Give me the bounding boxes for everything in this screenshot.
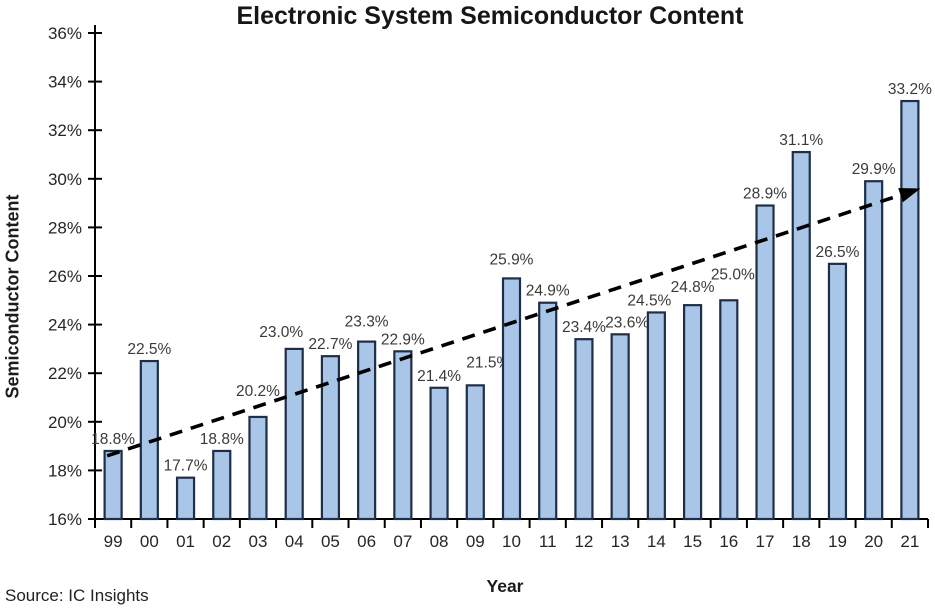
bar-value-label: 24.9% — [526, 283, 570, 300]
x-tick-label: 05 — [321, 532, 340, 551]
y-tick-label: 24% — [48, 316, 82, 335]
y-tick-label: 20% — [48, 413, 82, 432]
bar — [393, 350, 413, 521]
bar-value-label: 23.6% — [605, 314, 649, 331]
x-tick-label: 20 — [864, 532, 883, 551]
bar-value-label: 25.9% — [490, 251, 534, 268]
bar — [284, 347, 304, 521]
bar — [682, 304, 703, 521]
x-tick-label: 08 — [430, 532, 449, 551]
x-tick-label: 00 — [140, 532, 159, 551]
y-tick-label: 32% — [48, 121, 82, 140]
bar-value-label: 23.3% — [345, 314, 389, 331]
x-tick-label: 16 — [719, 532, 738, 551]
bar-value-label: 31.1% — [779, 132, 823, 149]
y-axis-title: Semiconductor Content — [2, 194, 23, 399]
bar-value-label: 20.2% — [236, 383, 280, 400]
bar-value-label: 17.7% — [164, 458, 208, 475]
y-tick-label: 34% — [48, 73, 82, 92]
bar — [900, 99, 920, 521]
bar — [574, 338, 594, 521]
bar-value-label: 18.8% — [91, 431, 135, 448]
bar-value-label: 21.5% — [466, 354, 510, 371]
bar-value-label: 25.0% — [711, 266, 755, 283]
trendline — [106, 187, 921, 458]
bar — [248, 415, 268, 521]
x-tick-label: 10 — [502, 532, 521, 551]
bar-value-label: 33.2% — [888, 81, 932, 98]
bar — [646, 311, 666, 521]
bar-value-label: 22.9% — [381, 331, 425, 348]
x-tick-label: 12 — [574, 532, 593, 551]
bar-value-label: 26.5% — [815, 244, 859, 261]
x-tick-label: 21 — [900, 532, 919, 551]
y-tick-label: 36% — [48, 24, 82, 43]
bar-value-label: 29.9% — [852, 161, 896, 178]
y-tick-label: 16% — [48, 510, 82, 529]
y-tick-label: 30% — [48, 170, 82, 189]
bar — [610, 333, 630, 521]
x-tick-label: 01 — [176, 532, 195, 551]
x-tick-label: 04 — [285, 532, 304, 551]
bar-value-label: 24.8% — [671, 279, 715, 296]
bar — [827, 262, 848, 521]
bar — [212, 449, 232, 521]
x-tick-label: 02 — [212, 532, 231, 551]
y-tick-label: 26% — [48, 267, 82, 286]
bar — [719, 299, 739, 521]
bar-value-label: 18.8% — [200, 431, 244, 448]
bar-value-label: 22.7% — [308, 336, 352, 353]
x-tick-label: 06 — [357, 532, 376, 551]
x-tick-label: 03 — [249, 532, 268, 551]
bar-value-label: 24.5% — [627, 292, 671, 309]
y-tick-label: 28% — [48, 218, 82, 237]
y-tick-label: 18% — [48, 461, 82, 480]
x-tick-label: 13 — [611, 532, 630, 551]
x-tick-label: 17 — [756, 532, 775, 551]
bar-value-label: 21.4% — [417, 368, 461, 385]
bar-value-label: 22.5% — [127, 341, 171, 358]
bar — [501, 277, 522, 521]
bar — [465, 384, 485, 521]
bar — [103, 449, 123, 521]
bar-value-label: 23.0% — [259, 324, 303, 341]
x-tick-label: 11 — [539, 532, 557, 551]
bar — [357, 340, 377, 521]
x-tick-label: 09 — [466, 532, 485, 551]
x-tick-label: 99 — [104, 532, 123, 551]
bar — [320, 355, 341, 521]
bar-value-label: 23.4% — [562, 319, 606, 336]
x-tick-label: 15 — [683, 532, 702, 551]
x-tick-label: 14 — [647, 532, 666, 551]
bar — [864, 180, 884, 521]
bar — [755, 204, 775, 521]
x-tick-label: 19 — [828, 532, 847, 551]
bar — [175, 476, 196, 521]
x-axis-title: Year — [486, 576, 524, 596]
bar — [791, 150, 811, 521]
bar — [538, 301, 558, 521]
y-tick-label: 22% — [48, 364, 82, 383]
bar-value-label: 28.9% — [743, 186, 787, 203]
x-tick-label: 07 — [393, 532, 412, 551]
chart-title: Electronic System Semiconductor Content — [236, 2, 744, 30]
source-note: Source: IC Insights — [5, 586, 149, 605]
bar — [429, 386, 449, 521]
x-tick-label: 18 — [792, 532, 811, 551]
